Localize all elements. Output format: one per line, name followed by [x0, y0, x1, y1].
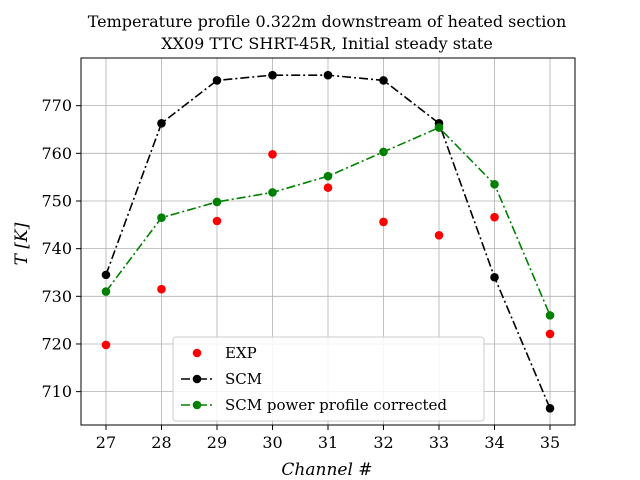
data-point	[434, 231, 444, 240]
x-tick-label: 31	[318, 433, 338, 452]
legend-marker	[192, 400, 202, 410]
chart-title: Temperature profile 0.322m downstream of…	[88, 12, 567, 31]
y-tick-label: 750	[41, 191, 72, 210]
grid-lines	[81, 58, 575, 425]
data-point	[323, 183, 333, 192]
data-point	[434, 123, 444, 132]
legend-entry: SCM power profile corrected	[181, 396, 447, 414]
x-tick-label: 32	[373, 433, 393, 452]
data-point	[490, 212, 499, 222]
data-point	[545, 311, 555, 320]
y-tick-label: 720	[41, 334, 72, 353]
series-line	[105, 126, 551, 316]
data-point	[379, 217, 388, 227]
legend-marker	[192, 348, 202, 358]
data-point	[157, 213, 166, 222]
data-point	[379, 76, 388, 85]
plot-series	[101, 70, 555, 413]
legend-marker	[192, 374, 202, 384]
data-point	[101, 287, 111, 296]
series-0	[101, 149, 555, 350]
data-point	[490, 272, 499, 282]
data-point	[323, 171, 333, 181]
data-point	[268, 188, 277, 197]
x-tick-label: 33	[429, 433, 449, 452]
data-point	[268, 70, 277, 80]
legend-label: EXP	[225, 344, 257, 362]
data-point	[545, 329, 555, 339]
series-2	[101, 123, 555, 320]
y-axis-label: T [K]	[12, 222, 32, 265]
y-tick-label: 770	[41, 96, 72, 115]
x-axis-label: Channel #	[281, 460, 372, 480]
data-point	[379, 147, 388, 157]
data-point	[212, 76, 222, 85]
data-point	[268, 149, 277, 159]
data-point	[157, 284, 166, 294]
x-tick-label: 35	[540, 433, 560, 452]
data-point	[212, 216, 222, 226]
y-tick-label: 730	[41, 287, 72, 306]
chart-subtitle: XX09 TTC SHRT-45R, Initial steady state	[161, 34, 493, 53]
x-tick-label: 30	[262, 433, 282, 452]
data-point	[545, 404, 555, 413]
series-1	[101, 70, 555, 413]
legend-label: SCM	[225, 370, 262, 388]
x-tick-label: 27	[96, 433, 116, 452]
legend-label: SCM power profile corrected	[225, 396, 447, 414]
y-tick-label: 740	[41, 239, 72, 258]
data-point	[157, 118, 166, 128]
y-tick-label: 760	[41, 144, 72, 163]
x-tick-label: 28	[151, 433, 171, 452]
legend-entry: EXP	[192, 344, 257, 362]
x-tick-label: 29	[207, 433, 227, 452]
data-point	[101, 340, 111, 350]
axis-ticks: 27 28 29 30 31 32 33 34 35 710 720 730 740 750 760 770	[41, 96, 560, 452]
legend-entry: SCM	[181, 370, 262, 388]
data-point	[212, 197, 222, 207]
x-tick-label: 34	[484, 433, 504, 452]
y-tick-label: 710	[41, 382, 72, 401]
data-point	[323, 70, 333, 80]
data-point	[101, 270, 111, 280]
data-point	[490, 180, 499, 189]
legend-box	[172, 336, 485, 422]
legend: EXP SCM SCM power profile corrected	[172, 336, 485, 422]
